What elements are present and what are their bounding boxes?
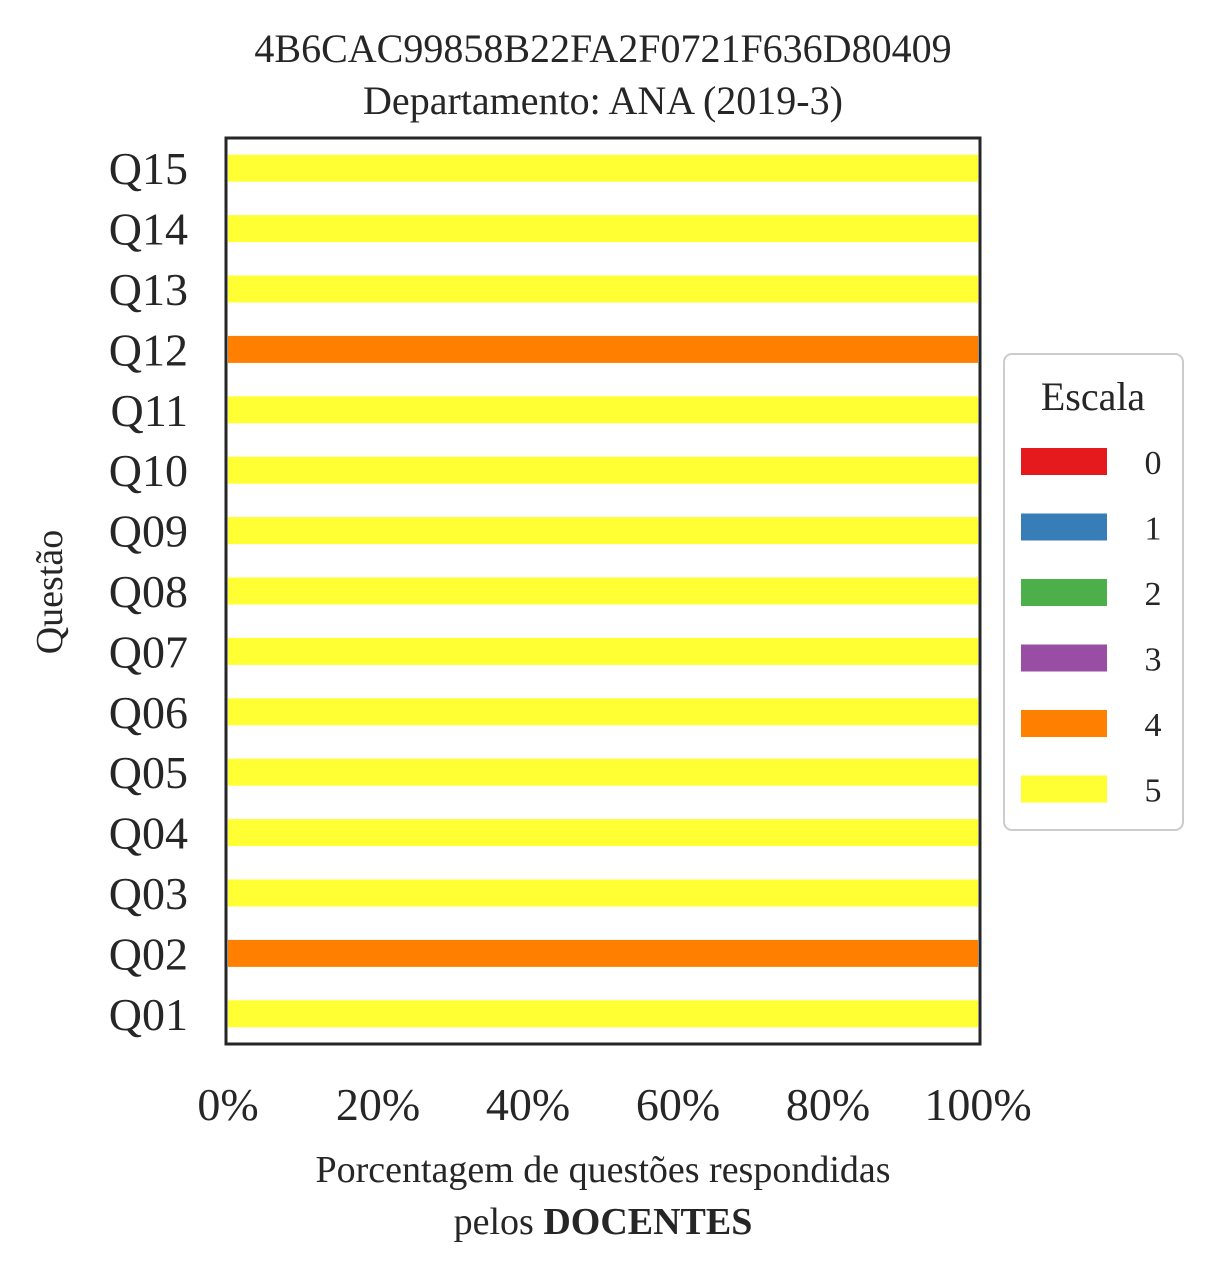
legend-swatch-2	[1021, 579, 1107, 606]
y-tick-label: Q10	[109, 445, 188, 496]
legend-swatch-5	[1021, 775, 1107, 803]
bar-q03-scale-5	[228, 879, 978, 907]
bar-q15-scale-5	[228, 154, 978, 182]
bar-q14-scale-5	[228, 215, 978, 243]
legend-swatch-3	[1021, 644, 1107, 672]
x-tick-labels: 0% 20% 40% 60% 80% 100%	[197, 1079, 1031, 1130]
y-tick-label: Q08	[109, 566, 188, 617]
x-tick-label: 20%	[336, 1079, 420, 1130]
bar-q08-scale-5	[228, 577, 978, 605]
y-tick-label: Q09	[109, 506, 188, 557]
legend-label-0: 0	[1145, 445, 1162, 482]
bar-q05-scale-5	[228, 758, 978, 786]
bar-q04-scale-5	[228, 819, 978, 847]
y-tick-label: Q06	[109, 687, 188, 738]
y-tick-label: Q04	[109, 808, 188, 859]
legend-title: Escala	[1041, 374, 1146, 419]
y-tick-label: Q02	[109, 928, 188, 979]
bar-q11-scale-5	[228, 396, 978, 424]
y-tick-label: Q05	[109, 747, 188, 798]
legend: Escala 0 1 2 3 4 5	[1003, 353, 1184, 831]
x-axis-label-line1: Porcentagem de questões respondidas	[315, 1149, 890, 1191]
plot-frame	[224, 136, 982, 1046]
x-tick-label: 40%	[486, 1079, 570, 1130]
x-axis-label-line2: pelos DOCENTES	[454, 1201, 753, 1243]
legend-swatch-1	[1021, 513, 1107, 541]
y-tick-label: Q01	[109, 989, 188, 1040]
x-axis-label-prefix: pelos	[454, 1201, 544, 1243]
bar-q09-scale-5	[228, 517, 978, 545]
x-tick-label: 60%	[636, 1079, 720, 1130]
y-tick-label: Q15	[109, 143, 188, 194]
legend-label-2: 2	[1145, 576, 1162, 613]
chart-title: 4B6CAC99858B22FA2F0721F636D80409	[254, 26, 951, 71]
legend-label-4: 4	[1145, 707, 1162, 744]
legend-label-3: 3	[1145, 642, 1162, 679]
y-tick-labels: Q01 Q02 Q03 Q04 Q05 Q06 Q07 Q08 Q09 Q10 Q11 Q12 Q13 Q…	[109, 143, 188, 1040]
x-tick-label: 0%	[197, 1079, 258, 1130]
bar-q02-scale-4	[228, 939, 978, 967]
bar-q01-scale-5	[228, 1000, 978, 1028]
y-tick-label: Q03	[109, 868, 188, 919]
y-tick-label: Q07	[109, 626, 188, 677]
y-tick-label: Q12	[109, 324, 188, 375]
legend-swatch-4	[1021, 710, 1107, 737]
legend-swatch-0	[1021, 448, 1107, 475]
bar-q07-scale-5	[228, 637, 978, 665]
legend-label-5: 5	[1145, 773, 1162, 810]
legend-label-1: 1	[1145, 511, 1162, 548]
bars-group	[228, 154, 978, 1028]
y-tick-label: Q14	[109, 204, 188, 255]
bar-q12-scale-4	[228, 335, 978, 363]
chart-subtitle: Departamento: ANA (2019-3)	[363, 78, 843, 123]
bar-q10-scale-5	[228, 456, 978, 484]
y-tick-label: Q13	[109, 264, 188, 315]
x-tick-label: 100%	[924, 1079, 1031, 1130]
bar-q06-scale-5	[228, 698, 978, 726]
legend-items: 0 1 2 3 4 5	[1021, 445, 1162, 810]
x-axis-label-bold: DOCENTES	[543, 1201, 752, 1243]
x-tick-label: 80%	[786, 1079, 870, 1130]
bar-q13-scale-5	[228, 275, 978, 303]
y-tick-label: Q11	[110, 385, 188, 436]
y-axis-label: Questão	[29, 530, 71, 655]
